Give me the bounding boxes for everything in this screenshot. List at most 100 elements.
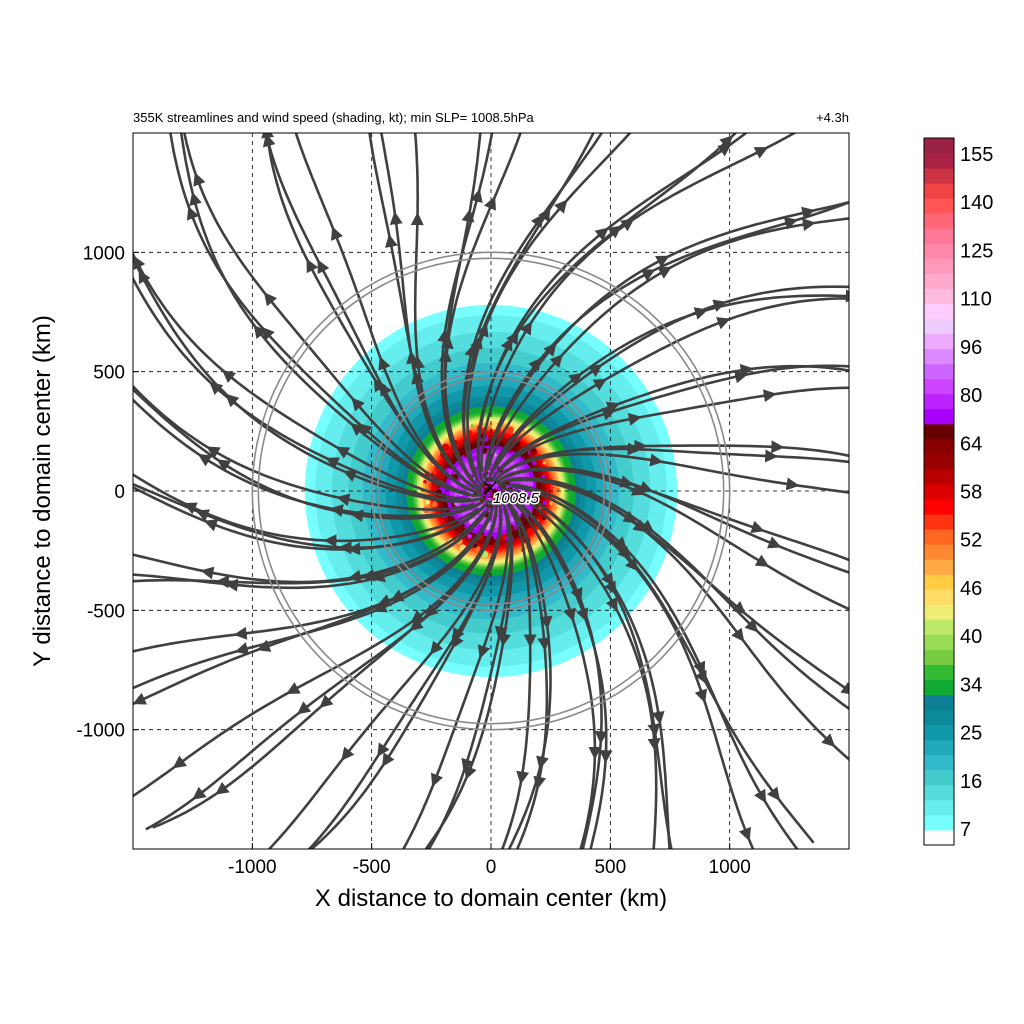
colorbar-label: 34 xyxy=(960,674,982,696)
streamline xyxy=(466,133,632,476)
streamline-arrow xyxy=(411,83,412,90)
streamline-arrow xyxy=(336,493,351,507)
y-axis-label: Y distance to domain center (km) xyxy=(29,315,56,667)
streamline xyxy=(484,200,849,477)
streamline xyxy=(493,297,849,471)
colorbar-swatch xyxy=(924,483,954,500)
streamline-arrow xyxy=(256,639,272,652)
streamline-arrow xyxy=(622,510,637,524)
colorbar-swatch xyxy=(924,228,954,244)
streamline-arrow xyxy=(484,196,496,211)
streamline xyxy=(133,255,485,503)
streamline xyxy=(509,498,597,849)
streamline-arrow xyxy=(649,453,664,467)
colorbar-label: 155 xyxy=(960,144,993,166)
streamline-arrow xyxy=(373,600,388,613)
colorbar-swatch xyxy=(924,243,954,259)
streamline xyxy=(427,501,513,849)
streamline-arrow xyxy=(619,475,634,488)
streamline-arrow xyxy=(675,866,677,873)
streamline-arrow xyxy=(253,324,267,340)
streamline-arrow xyxy=(234,642,250,655)
streamline-arrow xyxy=(731,627,745,642)
streamline-arrow xyxy=(886,378,894,380)
streamline-arrow xyxy=(538,207,551,223)
range-ring-inner xyxy=(257,257,725,725)
streamline xyxy=(133,510,486,584)
streamline-arrow xyxy=(739,363,754,377)
streamline-arrow xyxy=(630,483,646,496)
colorbar-swatch xyxy=(924,619,954,635)
x-tick-label: 500 xyxy=(594,857,626,878)
colorbar-swatch xyxy=(924,288,954,304)
streamline-arrow xyxy=(385,233,398,248)
streamline-arrow xyxy=(192,786,207,800)
colorbar-label: 46 xyxy=(960,578,982,600)
streamline-arrow xyxy=(476,323,489,338)
streamline-arrow xyxy=(563,607,576,622)
streamline-arrow xyxy=(461,757,474,773)
streamline-arrow xyxy=(424,603,439,618)
streamline xyxy=(511,485,755,849)
streamline-arrow xyxy=(617,545,631,560)
streamline-arrow xyxy=(592,378,607,391)
colorbar-swatch xyxy=(924,363,954,380)
streamline-arrow xyxy=(639,519,655,533)
streamline-arrow xyxy=(341,746,355,761)
streamline-arrow xyxy=(670,859,671,866)
colorbar-label: 52 xyxy=(960,530,982,552)
streamline-arrow xyxy=(298,855,303,860)
colorbar-frame xyxy=(923,137,955,846)
streamline xyxy=(490,364,849,483)
colorbar-label: 7 xyxy=(960,819,971,841)
shading-speckle xyxy=(423,479,427,484)
colorbar-swatch xyxy=(924,408,954,425)
streamline-arrow xyxy=(382,752,395,767)
streamline-arrow xyxy=(516,770,530,785)
streamline xyxy=(424,495,514,849)
streamline-arrow xyxy=(762,389,777,403)
colorbar-swatch xyxy=(924,784,954,801)
streamline-arrow xyxy=(625,557,639,572)
streamline-arrow xyxy=(647,737,661,752)
streamline xyxy=(368,133,483,493)
streamline-arrow xyxy=(908,474,915,477)
range-ring xyxy=(370,370,612,612)
streamline-arrow xyxy=(172,755,188,769)
streamline xyxy=(495,468,849,562)
streamline-arrow xyxy=(594,227,609,241)
streamline-arrow xyxy=(186,206,200,221)
colorbar-swatch xyxy=(924,829,954,846)
streamline-arrow xyxy=(183,502,198,515)
streamline-arrow xyxy=(373,377,387,393)
streamline-arrow xyxy=(604,580,617,595)
streamline-arrow xyxy=(744,618,759,633)
colorbar-swatch xyxy=(924,303,954,320)
streamline-arrow xyxy=(361,568,376,582)
streamline-arrow xyxy=(225,393,240,408)
streamline-arrow xyxy=(712,299,727,312)
streamline-arrow xyxy=(377,742,390,757)
streamline-arrow xyxy=(549,353,563,369)
colorbar-label: 96 xyxy=(960,337,982,359)
streamline-arrow xyxy=(350,423,365,437)
streamline-arrow xyxy=(306,258,319,274)
streamline-arrow xyxy=(494,625,508,640)
streamline-arrow xyxy=(85,585,92,586)
colorbar-swatch xyxy=(924,724,954,741)
streamline-arrow xyxy=(133,692,148,705)
colorbar-swatch xyxy=(924,814,954,831)
streamline-arrow xyxy=(694,669,707,685)
streamline-arrow xyxy=(378,356,391,371)
colorbar-swatch xyxy=(924,559,954,575)
streamline-arrow xyxy=(319,694,334,708)
streamline-arrow xyxy=(68,461,75,463)
streamline-arrow xyxy=(896,590,902,593)
streamline-arrow xyxy=(848,706,849,719)
streamline-arrow xyxy=(766,536,782,549)
streamline-arrow xyxy=(640,269,656,282)
streamline-arrow xyxy=(330,226,344,241)
streamline-arrow xyxy=(607,225,622,239)
streamline-arrow xyxy=(620,218,635,232)
